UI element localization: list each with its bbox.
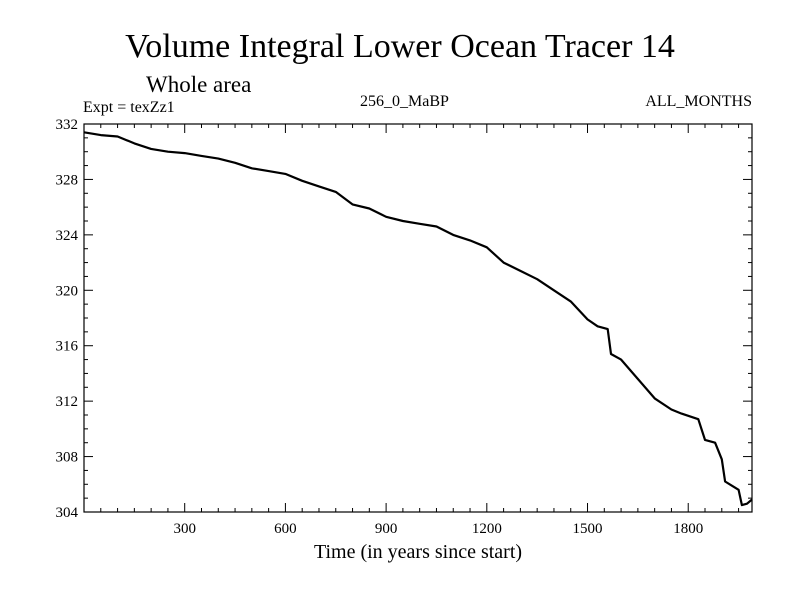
plot-frame	[83, 123, 753, 513]
series-line-tracer-14	[83, 131, 753, 507]
x-tick-label: 900	[375, 521, 398, 537]
y-tick-label: 320	[56, 283, 79, 299]
chart-subtitle: Whole area	[146, 72, 252, 97]
y-tick-label: 312	[56, 394, 79, 410]
chart-title: Volume Integral Lower Ocean Tracer 14	[125, 28, 675, 65]
y-tick-label: 324	[56, 228, 79, 244]
y-tick-label: 308	[56, 450, 79, 466]
y-tick-label: 332	[56, 117, 79, 133]
tick-labels: 300 600 900 1200 1500 1800 304 308 312 316 320 324 3…	[56, 117, 704, 537]
x-tick-label: 1500	[573, 521, 603, 537]
x-tick-label: 1200	[472, 521, 502, 537]
y-tick-label: 304	[56, 505, 79, 521]
x-tick-label: 300	[173, 521, 196, 537]
axis-ticks	[84, 124, 752, 512]
y-tick-label: 316	[56, 339, 79, 355]
x-tick-label: 600	[274, 521, 297, 537]
x-axis-label: Time (in years since start)	[313, 541, 523, 563]
experiment-id-label: 256_0_MaBP	[360, 93, 449, 110]
y-tick-label: 328	[56, 172, 79, 188]
experiment-label: Expt = texZz1	[83, 99, 175, 116]
x-tick-label: 1800	[673, 521, 703, 537]
months-label: ALL_MONTHS	[645, 93, 752, 110]
